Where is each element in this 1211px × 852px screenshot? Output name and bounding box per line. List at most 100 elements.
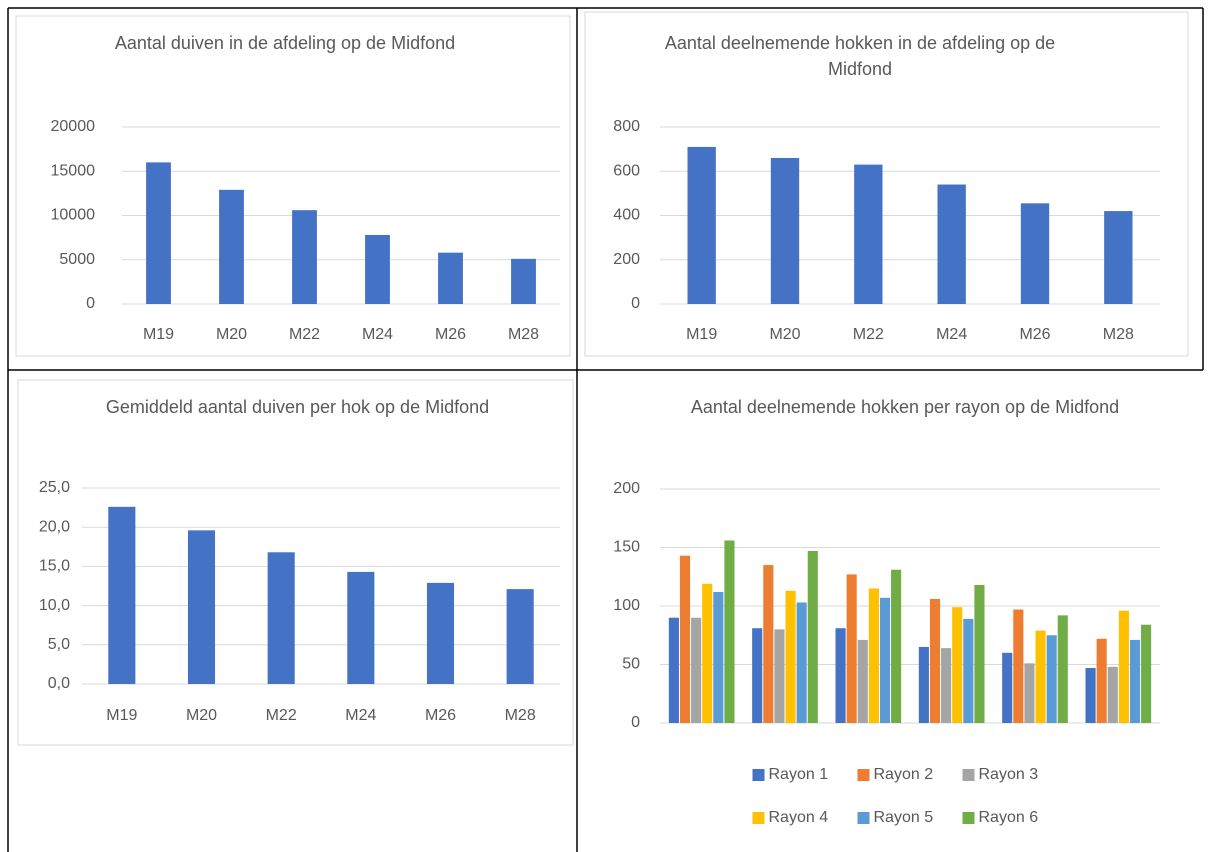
y-tick-label: 25,0 [39,479,70,496]
legend-label: Rayon 6 [979,809,1039,826]
y-tick-label: 20,0 [39,518,70,535]
legend-label: Rayon 3 [979,766,1039,783]
bar [1107,666,1118,723]
x-tick-label: M22 [853,326,884,343]
y-tick-label: 400 [613,207,640,224]
bar [702,583,713,723]
legend-label: Rayon 1 [769,766,829,783]
x-tick-label: M26 [435,326,466,343]
x-tick-label: M20 [216,326,247,343]
bar [292,210,317,304]
chart-title: Aantal deelnemende hokken per rayon op d… [690,397,1120,417]
chart-frame [17,379,574,746]
bar [713,591,724,723]
bar [785,590,796,723]
legend-label: Rayon 2 [874,766,934,783]
y-tick-label: 150 [613,539,640,556]
bar [835,628,846,723]
bar [1141,624,1152,723]
legend-swatch [752,769,765,781]
bar [774,629,785,723]
bar [108,506,136,684]
bar [937,184,966,304]
bar [679,555,691,723]
bar [1002,652,1013,723]
bar [796,602,807,723]
x-tick-label: M19 [143,326,174,343]
y-tick-label: 5,0 [48,636,70,653]
x-tick-label: M24 [936,326,967,343]
x-tick-label: M19 [106,707,137,724]
y-tick-label: 0 [86,295,95,312]
y-tick-label: 600 [613,162,640,179]
x-tick-label: M28 [505,707,536,724]
legend-swatch [857,812,870,824]
bar [952,607,963,723]
bar [1118,610,1129,723]
bar [846,574,857,723]
bar [1020,203,1050,304]
bar [752,628,763,723]
y-tick-label: 800 [613,118,640,135]
y-tick-label: 10,0 [39,597,70,614]
x-tick-label: M19 [686,326,717,343]
bar [879,597,891,723]
bar [941,648,952,723]
bar [691,617,702,723]
bar [868,588,879,723]
legend-swatch [857,769,870,781]
legend-swatch [962,769,975,781]
bar [426,582,455,684]
x-tick-label: M20 [769,326,800,343]
table-borders [7,7,1204,852]
y-tick-label: 50 [622,656,640,673]
bar [146,162,171,304]
bar [1024,663,1035,723]
x-tick-label: M22 [289,326,320,343]
bar [1046,635,1057,723]
bar [347,571,375,684]
bar [365,234,390,304]
bar [219,189,244,304]
y-tick-label: 100 [613,597,640,614]
bar [974,584,985,723]
x-tick-label: M28 [508,326,539,343]
x-tick-label: M24 [362,326,393,343]
bar [687,146,716,304]
bar [1096,638,1107,723]
bar [511,258,536,304]
x-tick-label: M26 [1019,326,1050,343]
bar [918,646,929,723]
bar [770,157,800,304]
legend-swatch [962,812,975,824]
x-tick-label: M28 [1103,326,1134,343]
bar [1085,668,1096,723]
y-tick-label: 200 [613,480,640,497]
y-tick-label: 0 [631,714,640,731]
x-tick-label: M22 [266,707,297,724]
legend-swatch [752,812,765,824]
chart-frame [584,11,1189,357]
bar [1129,639,1141,723]
bar [963,618,974,723]
bar [267,552,295,684]
x-tick-label: M26 [425,707,456,724]
bar [724,540,735,723]
bar [438,252,463,304]
chart-frame [15,15,571,357]
bar [1013,609,1024,723]
bar [929,598,941,723]
bar [1057,615,1068,723]
bar [1035,630,1046,723]
y-tick-label: 5000 [59,251,95,268]
bar [857,639,868,723]
bar [763,565,774,723]
chart-frames [15,11,1189,746]
bar [854,164,883,304]
y-tick-label: 15,0 [39,558,70,575]
x-tick-label: M24 [345,707,376,724]
chart-title: Aantal deelnemende hokken in de afdeling… [664,33,1056,79]
y-tick-label: 20000 [51,118,96,135]
